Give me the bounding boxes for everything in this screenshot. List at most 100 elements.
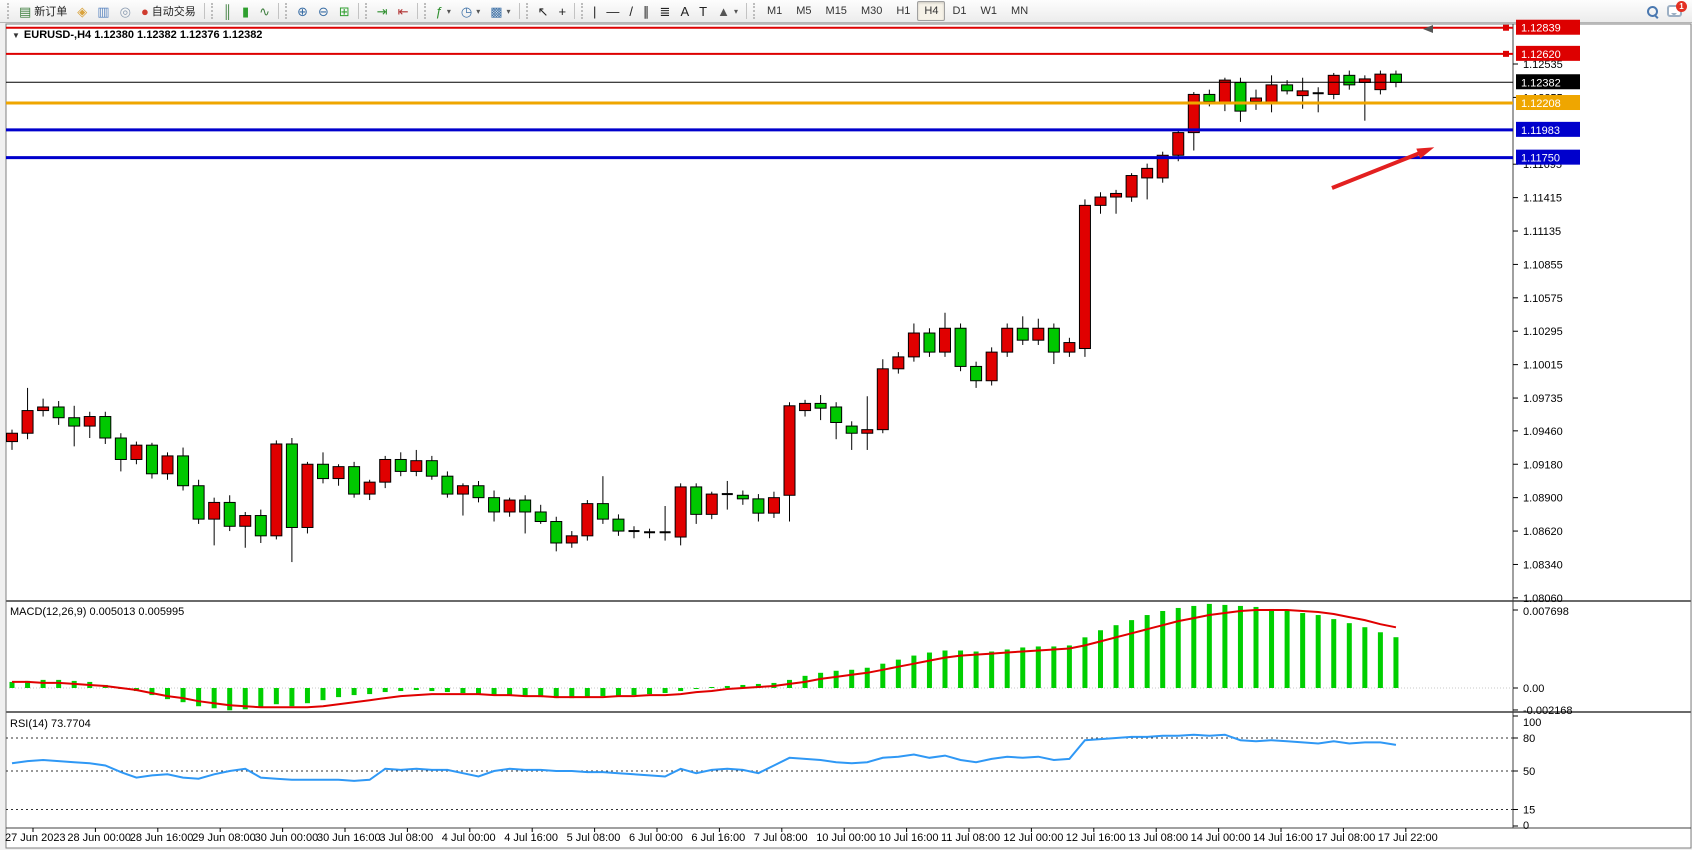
time-axis-label: 27 Jun 2023 — [5, 832, 66, 844]
macd-histogram-bar — [1144, 615, 1150, 688]
terminal-button[interactable]: ▥ — [92, 1, 114, 21]
macd-histogram-bar — [444, 688, 450, 693]
macd-histogram-bar — [429, 688, 435, 692]
timeframe-button-d1[interactable]: D1 — [952, 5, 967, 17]
chevron-down-icon[interactable]: ▾ — [476, 6, 481, 16]
time-axis-label: 14 Jul 00:00 — [1191, 832, 1251, 844]
autotrading-button[interactable]: ● 自动交易 — [136, 1, 201, 21]
chevron-down-icon[interactable]: ▾ — [506, 6, 511, 16]
candle-body — [348, 466, 361, 495]
periods-icon: ◷ — [460, 3, 473, 19]
line-chart-button[interactable]: ∿ — [254, 1, 275, 21]
market-depth-button[interactable]: ◈ — [72, 1, 92, 21]
macd-histogram-bar — [398, 688, 404, 692]
macd-histogram-bar — [693, 688, 699, 690]
arrow-annotation-shaft[interactable] — [1331, 149, 1426, 190]
candle-body — [1281, 84, 1294, 92]
fibonacci-button[interactable]: ≣ — [655, 1, 676, 21]
macd-histogram-bar — [1222, 604, 1228, 688]
timeframe-button-m1[interactable]: M1 — [766, 5, 783, 17]
rsi-axis-label: 0 — [1523, 820, 1529, 832]
price-axis-label: 1.11415 — [1523, 193, 1562, 205]
macd-axis-label: 0.00 — [1523, 683, 1544, 695]
tile-windows-button[interactable]: ⊞ — [334, 1, 355, 21]
candle-body — [767, 497, 780, 514]
time-axis-label: 29 Jun 08:00 — [192, 832, 256, 844]
time-axis-label: 12 Jul 16:00 — [1066, 832, 1126, 844]
arrow-annotation-head[interactable] — [1416, 147, 1435, 159]
time-axis-label: 30 Jun 16:00 — [317, 832, 381, 844]
zoom-out-button[interactable]: ⊖ — [313, 1, 334, 21]
macd-histogram-bar — [367, 688, 373, 695]
timeframe-button-h4[interactable]: H4 — [917, 1, 946, 21]
trendline-button[interactable]: / — [624, 1, 638, 21]
macd-histogram-bar — [1098, 630, 1103, 688]
templates-button[interactable]: ▩ ▾ — [485, 1, 515, 21]
horizontal-line-icon: — — [606, 3, 620, 19]
arrows-button[interactable]: ▲ ▾ — [712, 1, 743, 21]
search-icon[interactable] — [1646, 5, 1659, 18]
candle-body — [1187, 93, 1200, 134]
text-label-button[interactable]: T — [694, 1, 712, 21]
timeframe-button-h1[interactable]: H1 — [896, 5, 911, 17]
macd-histogram-bar — [553, 688, 559, 699]
macd-histogram-bar — [1066, 645, 1072, 688]
timeframe-button-w1[interactable]: W1 — [980, 5, 998, 17]
timeframe-button-mn[interactable]: MN — [1011, 5, 1029, 17]
hline-handle[interactable] — [1503, 24, 1509, 31]
candle-body — [425, 460, 438, 477]
text-button[interactable]: A — [675, 1, 694, 21]
signals-icon: ◎ — [119, 3, 131, 19]
candle-doji — [721, 493, 733, 496]
candle-body — [550, 521, 563, 544]
candle-body — [985, 351, 998, 382]
zoom-in-button[interactable]: ⊕ — [292, 1, 313, 21]
timeframe-button-m5[interactable]: M5 — [796, 5, 812, 17]
price-axis-label: 1.11135 — [1523, 226, 1561, 238]
signals-button[interactable]: ◎ — [115, 1, 136, 21]
macd-histogram-bar — [165, 688, 170, 700]
chart-canvas[interactable] — [5, 23, 1692, 849]
crosshair-button[interactable]: + — [553, 1, 571, 21]
candle-body — [301, 463, 314, 528]
time-axis-label: 11 Jul 08:00 — [941, 832, 1000, 844]
channel-button[interactable]: ∥ — [638, 1, 655, 21]
candle-body — [581, 503, 594, 537]
timeframe-button-m30[interactable]: M30 — [860, 5, 883, 17]
macd-histogram-bar — [9, 681, 15, 688]
vertical-line-button[interactable]: | — [588, 1, 601, 21]
chart-shift-button[interactable]: ⇤ — [393, 1, 414, 21]
candle-body — [690, 486, 703, 515]
candle-body — [99, 416, 112, 439]
candle-chart-button[interactable]: ▮ — [237, 1, 254, 21]
time-axis-label: 5 Jul 08:00 — [567, 832, 621, 844]
macd-histogram-bar — [196, 688, 202, 707]
cursor-button[interactable]: ↖ — [533, 1, 554, 21]
indicators-icon: ƒ — [435, 3, 443, 19]
macd-histogram-bar — [1206, 603, 1212, 688]
macd-histogram-bar — [351, 688, 357, 696]
chat-icon[interactable]: 1 — [1667, 1, 1687, 17]
price-label-box — [1516, 19, 1580, 35]
periods-button[interactable]: ◷ ▾ — [456, 1, 485, 21]
time-axis-label: 30 Jun 00:00 — [255, 832, 319, 844]
chevron-down-icon[interactable]: ▾ — [733, 6, 738, 16]
timeframe-button-m15[interactable]: M15 — [825, 5, 847, 17]
candle-body — [923, 332, 936, 353]
time-axis-label: 28 Jun 00:00 — [67, 832, 131, 844]
candle-body — [674, 486, 687, 538]
indicators-button[interactable]: ƒ ▾ — [431, 1, 456, 21]
auto-scroll-button[interactable]: ⇥ — [372, 1, 393, 21]
toolbar-grip — [7, 3, 11, 19]
macd-signal-line — [12, 609, 1397, 709]
bar-chart-button[interactable]: ║ — [218, 1, 237, 21]
new-order-button[interactable]: ▤ 新订单 — [14, 1, 72, 21]
horizontal-line-button[interactable]: — — [601, 1, 624, 21]
macd-histogram-bar — [1253, 606, 1259, 688]
price-label-box — [1516, 95, 1580, 111]
chevron-down-icon[interactable]: ▾ — [446, 6, 451, 16]
chart-shift-marker[interactable] — [1423, 25, 1433, 33]
macd-histogram-bar — [1051, 646, 1057, 688]
hline-handle[interactable] — [1503, 50, 1509, 57]
